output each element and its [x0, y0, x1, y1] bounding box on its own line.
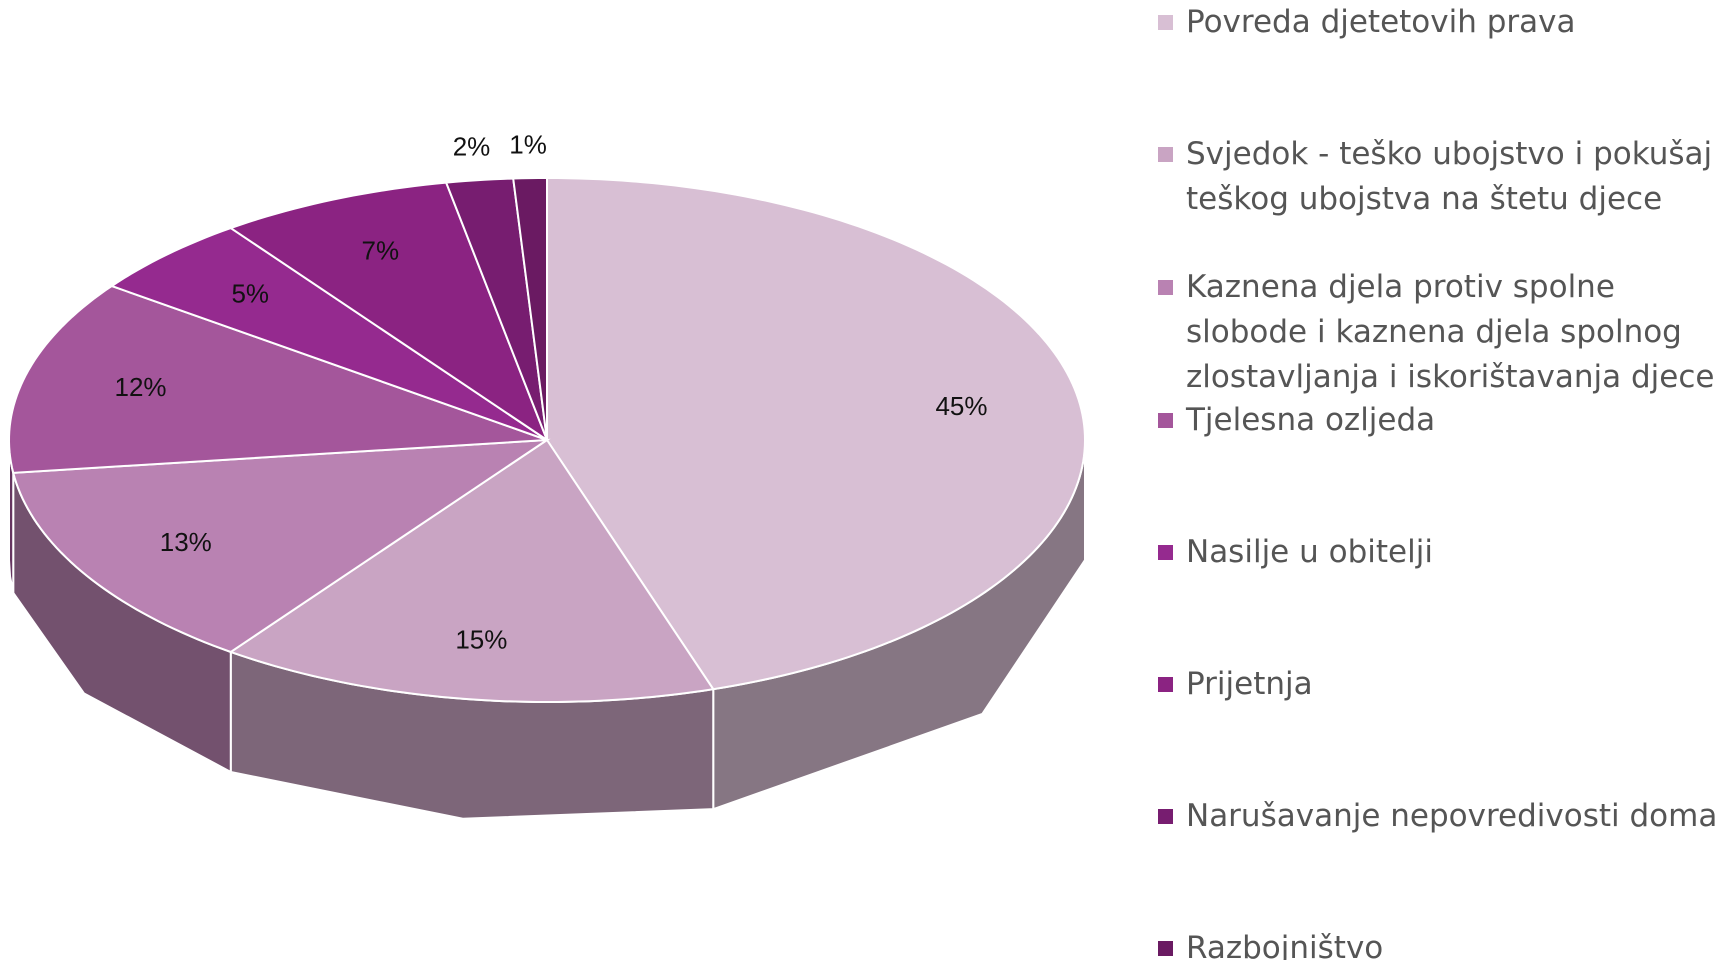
legend-label: Narušavanje nepovredivosti doma — [1186, 798, 1718, 834]
legend-swatch — [1158, 941, 1173, 956]
legend-label: Prijetnja — [1186, 666, 1313, 702]
legend-item: Povreda djetetovih prava — [1158, 0, 1728, 45]
slice — [512, 176, 548, 441]
data-label: 5% — [231, 278, 269, 308]
legend-swatch — [1158, 413, 1173, 428]
legend-label: Nasilje u obitelji — [1186, 534, 1433, 570]
data-label: 15% — [455, 625, 507, 655]
legend-item: Razbojništvo — [1158, 926, 1728, 960]
data-label: 45% — [935, 391, 987, 421]
legend-swatch — [1158, 809, 1173, 824]
legend-swatch — [1158, 280, 1173, 295]
data-label: 7% — [362, 235, 400, 265]
slice — [228, 438, 715, 704]
data-label: 1% — [509, 130, 547, 160]
legend-swatch — [1158, 15, 1173, 30]
slice — [444, 177, 548, 441]
slice — [11, 438, 551, 654]
legend-label: Kaznena djela protiv spolne slobode i ka… — [1186, 269, 1715, 395]
data-label: 13% — [160, 527, 212, 557]
legend-item: Prijetnja — [1158, 662, 1728, 707]
legend-swatch — [1158, 545, 1173, 560]
slice — [109, 226, 548, 441]
legend-label: Tjelesna ozljeda — [1186, 402, 1436, 438]
legend-item: Svjedok - teško ubojstvo i pokušaj teško… — [1158, 132, 1728, 222]
legend-label: Svjedok - teško ubojstvo i pokušaj teško… — [1186, 136, 1713, 217]
slice — [8, 284, 548, 474]
data-label: 12% — [115, 372, 167, 402]
legend-label: Razbojništvo — [1186, 930, 1384, 960]
legend-swatch — [1158, 147, 1173, 162]
legend-item: Nasilje u obitelji — [1158, 530, 1728, 575]
legend-item: Narušavanje nepovredivosti doma — [1158, 794, 1728, 839]
slice — [228, 181, 550, 443]
legend-swatch — [1158, 677, 1173, 692]
legend-label: Povreda djetetovih prava — [1186, 4, 1576, 40]
legend-item: Tjelesna ozljeda — [1158, 398, 1728, 443]
legend-item: Kaznena djela protiv spolne slobode i ka… — [1158, 265, 1728, 400]
data-label: 2% — [453, 132, 491, 162]
slice — [546, 176, 1087, 691]
